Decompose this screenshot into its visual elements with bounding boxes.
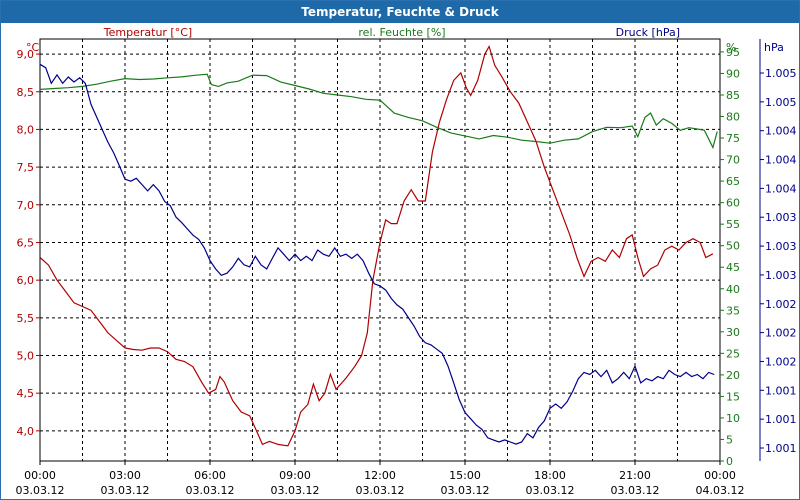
humidity-tick-label: 25 xyxy=(726,347,740,360)
x-tick-date: 03.03.12 xyxy=(611,484,660,497)
x-tick-date: 03.03.12 xyxy=(441,484,490,497)
grid-lines xyxy=(40,39,720,461)
temperature-axis: 9,0 8,5 8,0 7,5 7,0 6,5 6,0 5,5 5,0 4,5 4,0 xyxy=(17,48,40,438)
humidity-tick-label: 40 xyxy=(726,283,740,296)
pressure-tick-label: 1.003 xyxy=(765,269,797,282)
pressure-tick-label: 1.005 xyxy=(765,96,797,109)
humidity-tick-label: 35 xyxy=(726,304,740,317)
humidity-tick-label: 85 xyxy=(726,89,740,102)
humidity-series-label: rel. Feuchte [%] xyxy=(358,26,445,39)
humidity-tick-label: 20 xyxy=(726,369,740,382)
humidity-tick-label: 45 xyxy=(726,261,740,274)
humidity-tick-label: 70 xyxy=(726,154,740,167)
x-tick-date: 03.03.12 xyxy=(271,484,320,497)
temperature-tick-label: 6,5 xyxy=(17,236,35,249)
x-tick-time: 03:00 xyxy=(109,469,141,482)
pressure-tick-label: 1.001 xyxy=(765,384,797,397)
axis-labels: °C% hPa Temperatur [°C] rel. Feuchte [%] Dru… xyxy=(26,26,784,54)
temperature-tick-label: 8,5 xyxy=(17,86,35,99)
pressure-tick-label: 1.002 xyxy=(765,327,797,340)
temperature-tick-label: 5,5 xyxy=(17,312,35,325)
humidity-tick-label: 75 xyxy=(726,132,740,145)
x-tick-time: 15:00 xyxy=(449,469,481,482)
series-line-temperature xyxy=(39,44,714,447)
x-tick-date: 03.03.12 xyxy=(186,484,235,497)
series-line-humidity xyxy=(39,73,718,150)
x-tick-date: 03.03.12 xyxy=(356,484,405,497)
temperature-tick-label: 8,0 xyxy=(17,123,35,136)
chart-title: Temperatur, Feuchte & Druck xyxy=(1,1,799,23)
humidity-tick-label: 0 xyxy=(726,455,733,468)
humidity-tick-label: 30 xyxy=(726,326,740,339)
pressure-tick-label: 1.002 xyxy=(765,298,797,311)
pressure-tick-label: 1.003 xyxy=(765,211,797,224)
temperature-tick-label: 7,5 xyxy=(17,161,35,174)
pressure-tick-label: 1.004 xyxy=(765,154,797,167)
x-tick-time: 00:00 xyxy=(24,469,56,482)
temperature-tick-label: 5,0 xyxy=(17,350,35,363)
pressure-tick-label: 1.005 xyxy=(765,67,797,80)
x-tick-date: 03.03.12 xyxy=(526,484,575,497)
humidity-tick-label: 55 xyxy=(726,218,740,231)
pressure-tick-label: 1.001 xyxy=(765,413,797,426)
temperature-tick-label: 6,0 xyxy=(17,274,35,287)
pressure-tick-label: 1.002 xyxy=(765,355,797,368)
humidity-tick-label: 80 xyxy=(726,111,740,124)
pressure-tick-label: 1.003 xyxy=(765,240,797,253)
temperature-tick-label: 7,0 xyxy=(17,199,35,212)
series-layer xyxy=(39,44,718,447)
pressure-series-label: Druck [hPa] xyxy=(616,26,680,39)
temperature-tick-label: 4,5 xyxy=(17,387,35,400)
series-line-pressure xyxy=(39,63,715,445)
x-tick-time: 06:00 xyxy=(194,469,226,482)
x-tick-time: 12:00 xyxy=(364,469,396,482)
pressure-tick-label: 1.001 xyxy=(765,442,797,455)
x-tick-time: 18:00 xyxy=(534,469,566,482)
temperature-series-label: Temperatur [°C] xyxy=(103,26,192,39)
humidity-tick-label: 15 xyxy=(726,390,740,403)
temperature-tick-label: 9,0 xyxy=(17,48,35,61)
temperature-tick-label: 4,0 xyxy=(17,425,35,438)
x-tick-date: 04.03.12 xyxy=(696,484,745,497)
humidity-tick-label: 65 xyxy=(726,175,740,188)
x-tick-date: 03.03.12 xyxy=(16,484,65,497)
humidity-tick-label: 95 xyxy=(726,46,740,59)
pressure-axis: 1.005 1.005 1.004 1.004 1.004 1.003 1.003 1.003… xyxy=(759,39,797,461)
temperature-unit-label: °C xyxy=(26,41,40,54)
humidity-tick-label: 10 xyxy=(726,412,740,425)
x-tick-time: 09:00 xyxy=(279,469,311,482)
x-tick-time: 21:00 xyxy=(619,469,651,482)
pressure-unit-label: hPa xyxy=(764,41,784,54)
x-axis: 00:00 03.03.12 03:00 03.03.12 06:00 03.03.12 0… xyxy=(16,461,745,497)
humidity-tick-label: 50 xyxy=(726,240,740,253)
pressure-tick-label: 1.004 xyxy=(765,125,797,138)
humidity-tick-label: 5 xyxy=(726,433,733,446)
x-tick-date: 03.03.12 xyxy=(101,484,150,497)
humidity-unit-label: % xyxy=(726,41,736,54)
humidity-tick-label: 90 xyxy=(726,67,740,80)
pressure-tick-label: 1.004 xyxy=(765,182,797,195)
humidity-tick-label: 60 xyxy=(726,197,740,210)
x-tick-time: 00:00 xyxy=(704,469,736,482)
